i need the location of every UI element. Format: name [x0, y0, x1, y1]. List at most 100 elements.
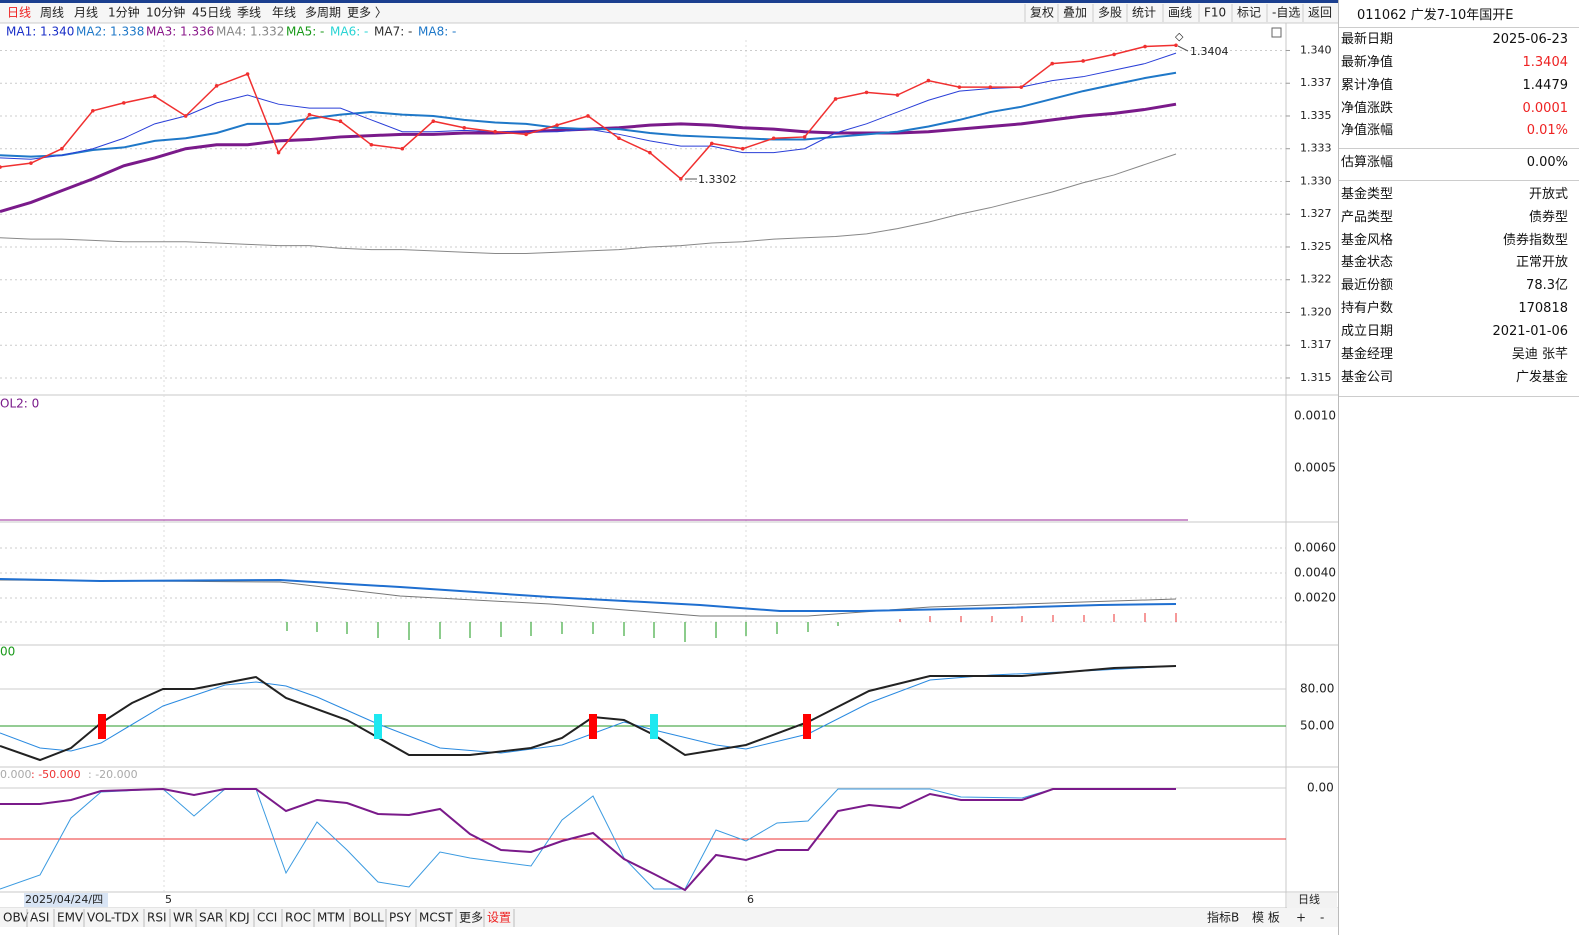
info-row: 最新日期 2025-06-23	[1341, 30, 1568, 50]
info-value: 0.0001	[1522, 101, 1569, 116]
period-button[interactable]: 更多 〉	[347, 6, 387, 20]
nav-point	[802, 135, 807, 139]
info-label: 产品类型	[1341, 210, 1394, 225]
bottom-button[interactable]: 模 板	[1252, 911, 1280, 925]
vol-label: OL2: 0	[0, 397, 39, 411]
tool-button[interactable]: 复权	[1030, 6, 1054, 20]
indicator-tab[interactable]: SAR	[199, 911, 223, 925]
nav-point	[833, 97, 838, 101]
indicator-tab[interactable]: MTM	[317, 911, 345, 925]
nav-point	[648, 150, 652, 155]
nav-point	[1081, 59, 1085, 63]
icon[interactable]: ◇	[1175, 30, 1184, 43]
tool-button[interactable]: 统计	[1132, 6, 1156, 20]
nav-point	[679, 177, 683, 181]
macd-tick: 0.0020	[1294, 591, 1336, 605]
indicator-tab[interactable]: RSI	[147, 911, 167, 925]
period-button[interactable]: 10分钟	[146, 5, 185, 20]
info-value: 正常开放	[1515, 255, 1568, 270]
info-value: 2021-01-06	[1492, 324, 1568, 339]
tool-button[interactable]: 标记	[1237, 6, 1261, 20]
info-value: 吴迪 张芊	[1511, 347, 1568, 362]
info-row: 产品类型 债券型	[1341, 208, 1568, 228]
period-button[interactable]: 年线	[272, 6, 296, 20]
legend-item: MA1: 1.340	[6, 25, 74, 39]
indicator-tab[interactable]: ASI	[30, 911, 49, 925]
toolbar	[0, 3, 1338, 23]
tool-button[interactable]: 多股	[1098, 6, 1122, 20]
period-button[interactable]: 日线	[7, 6, 31, 20]
wr-label: : -50.000	[31, 768, 81, 781]
bottom-button[interactable]: 指标B	[1207, 910, 1239, 925]
date-label: 6	[747, 893, 754, 906]
period-button[interactable]: 多周期	[305, 6, 341, 20]
info-value: 债券型	[1528, 210, 1568, 225]
annotation: 1.3302	[698, 173, 737, 186]
nav-point	[245, 72, 250, 76]
nav-point	[121, 101, 126, 105]
indicator-tab[interactable]: VOL-TDX	[87, 911, 139, 925]
series-line	[0, 52, 1177, 160]
indicator-tab[interactable]: CCI	[257, 911, 277, 925]
nav-point	[462, 125, 467, 130]
indicator-tab[interactable]: 设置	[487, 911, 511, 925]
legend-item: MA8: -	[418, 25, 456, 39]
tool-button[interactable]: 叠加	[1063, 6, 1087, 20]
nav-point	[1112, 52, 1116, 57]
date-label: 5	[165, 893, 172, 906]
nav-point	[307, 112, 312, 117]
icon[interactable]	[1271, 27, 1282, 38]
bottom-button[interactable]: +	[1296, 911, 1306, 925]
tab-bar	[0, 908, 1338, 927]
series-line	[0, 44, 1177, 180]
info-value: 债券指数型	[1502, 233, 1568, 248]
separator	[1339, 396, 1579, 397]
indicator-tab[interactable]: KDJ	[229, 911, 250, 925]
info-label: 基金经理	[1341, 347, 1394, 362]
tool-button[interactable]: 画线	[1168, 6, 1192, 20]
month-gridlines	[163, 40, 747, 892]
period-button[interactable]: 月线	[74, 6, 98, 20]
period-button[interactable]: 周线	[40, 6, 64, 20]
indicator-tab[interactable]: ROC	[285, 911, 311, 925]
period-button[interactable]: 45日线	[192, 6, 231, 20]
macd-bars-negative	[286, 622, 839, 642]
indicator-tab[interactable]: 更多	[459, 911, 483, 925]
bottom-button[interactable]: -	[1320, 911, 1324, 925]
legend-item: MA4: 1.332	[216, 25, 284, 39]
macd-dif	[0, 578, 1177, 612]
vol-tick: 0.0010	[1294, 409, 1336, 423]
period-button[interactable]: 季线	[237, 6, 261, 20]
kdj-tick: 80.00	[1300, 682, 1334, 696]
date-label: 2025/04/24/四	[25, 893, 103, 906]
info-row: 估算涨幅 0.00%	[1341, 153, 1568, 173]
y-tick-label: 1.330	[1300, 174, 1332, 187]
indicator-tab[interactable]: MCST	[419, 911, 453, 925]
info-row: 基金风格 债券指数型	[1341, 231, 1568, 251]
tool-button[interactable]: -自选	[1272, 6, 1300, 20]
y-tick-label: 1.333	[1300, 142, 1332, 155]
wr-label: 0.000	[0, 768, 32, 781]
nav-point	[895, 93, 900, 97]
indicator-tab[interactable]: PSY	[389, 911, 412, 925]
indicator-tab[interactable]: WR	[173, 911, 193, 925]
info-label: 基金风格	[1341, 233, 1394, 248]
nav-point	[1143, 44, 1147, 49]
nav-point	[864, 90, 869, 95]
nav-point	[617, 136, 621, 141]
period-button[interactable]: 1分钟	[108, 5, 140, 20]
info-value: 0.01%	[1526, 123, 1568, 138]
indicator-tab[interactable]: OBV	[3, 911, 29, 925]
macd-bars-positive	[899, 613, 1177, 622]
tool-button[interactable]: F10	[1204, 6, 1226, 20]
indicator-tab[interactable]: EMV	[57, 911, 84, 925]
info-row: 累计净值 1.4479	[1341, 76, 1568, 96]
nav-point	[400, 146, 405, 151]
nav-point	[369, 142, 374, 147]
y-tick-label: 1.325	[1300, 240, 1332, 253]
y-tick-label: 1.322	[1300, 273, 1332, 286]
tool-button[interactable]: 返回	[1308, 6, 1332, 20]
chart-area: ◇ OL2: 0 0.0010 0.0005 0.0060 0.0040 0.0…	[0, 0, 1338, 927]
indicator-tab[interactable]: BOLL	[353, 911, 384, 925]
